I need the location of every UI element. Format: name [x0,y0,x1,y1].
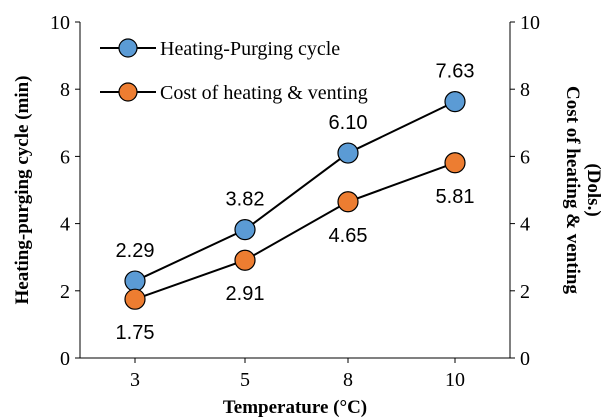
data-point [337,142,359,164]
x-axis-title: Temperature (°C) [223,397,367,418]
data-point [124,288,146,310]
series-line [134,100,456,282]
data-point [337,191,359,213]
data-label: 2.29 [116,240,155,262]
data-label: 4.65 [329,225,368,247]
left-y-ticks: 0 2 4 6 8 10 [50,12,80,370]
legend-marker-cost [118,82,138,102]
left-y-tick-label: 0 [60,348,70,370]
left-y-tick-label: 4 [60,214,70,236]
data-point [444,91,466,113]
x-tick-label: 8 [343,369,353,391]
left-y-tick-label: 6 [60,146,70,168]
data-point [234,219,256,241]
series-layer: 2.29 3.82 6.10 7.63 1.75 2.91 4.65 5.81 [116,61,475,345]
x-tick-label: 10 [445,369,465,391]
x-tick-label: 5 [240,369,250,391]
legend-label-heating-purging: Heating-Purging cycle [160,38,340,60]
data-label: 5.81 [436,186,475,208]
data-point [124,270,146,292]
data-label: 6.10 [329,112,368,134]
right-axis-title-line1: Cost of heating & venting [562,86,583,294]
data-label: 1.75 [116,322,155,344]
right-y-ticks: 0 2 4 6 8 10 [510,12,540,370]
right-y-tick-label: 2 [520,281,530,303]
legend: Heating-Purging cycle Cost of heating & … [100,38,368,104]
right-y-tick-label: 10 [520,12,540,34]
data-label: 2.91 [226,283,265,305]
left-y-tick-label: 8 [60,79,70,101]
right-y-tick-label: 8 [520,79,530,101]
right-y-tick-label: 0 [520,348,530,370]
legend-label-cost: Cost of heating & venting [160,82,368,104]
right-axis-title-line2: (Dols.) [583,163,601,216]
data-point [444,152,466,174]
left-y-tick-label: 2 [60,281,70,303]
data-label: 7.63 [436,61,475,83]
x-ticks: 3 5 8 10 [130,358,465,391]
left-y-tick-label: 10 [50,12,70,34]
series-line [134,161,456,301]
data-point [234,249,256,271]
data-label: 3.82 [226,189,265,211]
right-y-tick-label: 4 [520,214,530,236]
right-y-tick-label: 6 [520,146,530,168]
left-axis-title: Heating-purging cycle (min) [12,75,33,304]
x-tick-label: 3 [130,369,140,391]
legend-marker-heating-purging [118,38,138,58]
